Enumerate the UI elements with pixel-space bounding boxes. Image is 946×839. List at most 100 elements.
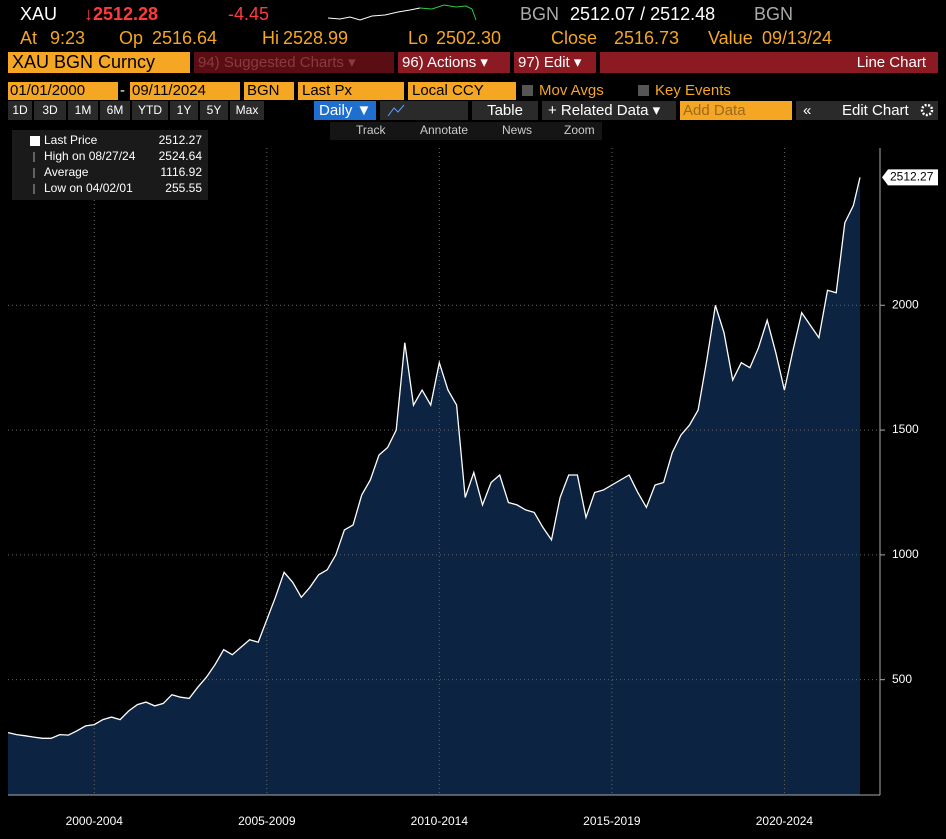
chart: 500 1000 1500 2000 2000-2004 2005-2009 2010-20… — [7, 148, 938, 828]
settings-button[interactable] — [916, 101, 938, 120]
input[interactable] — [298, 82, 404, 100]
area — [8, 177, 860, 795]
value: 2516.73 — [614, 28, 679, 48]
range-button[interactable] — [132, 101, 168, 120]
legend-items: Last Price 2512.27 High on 08/27/24 2524.64… — [30, 133, 202, 195]
source: BGN — [754, 4, 793, 24]
ticker: XAU — [20, 4, 57, 24]
security[interactable]: XAU BGN Curncy — [12, 52, 155, 72]
input[interactable] — [130, 82, 240, 100]
range-button[interactable] — [68, 101, 98, 120]
x-tick-label: 2005-2009 — [238, 814, 296, 828]
y-tick-label: 2000 — [892, 297, 919, 311]
range-label[interactable]: 1D — [12, 103, 28, 117]
source[interactable]: BGN — [247, 82, 280, 99]
tool[interactable]: Track — [356, 123, 387, 137]
button[interactable] — [542, 101, 676, 120]
label: Op — [119, 28, 143, 48]
legend-value: 2524.64 — [159, 149, 203, 163]
button[interactable] — [796, 101, 916, 120]
legend — [12, 130, 208, 200]
security-box[interactable] — [8, 52, 190, 73]
line-icon — [387, 104, 405, 117]
gear-icon — [920, 103, 934, 117]
range-button[interactable] — [170, 101, 198, 120]
checkbox[interactable] — [638, 85, 649, 96]
range-label[interactable]: 1Y — [177, 103, 192, 117]
range-label[interactable]: 5Y — [207, 103, 222, 117]
menu-label[interactable]: 97) Edit ▾ — [518, 54, 582, 71]
separator: - — [120, 82, 125, 99]
frequency-button[interactable] — [314, 101, 376, 120]
x-tick-label: 2020-2024 — [756, 814, 814, 828]
last-tag — [882, 169, 938, 186]
sparkline — [327, 7, 421, 21]
title-bar — [600, 52, 938, 73]
tools: Track Annotate News Zoom — [356, 123, 595, 137]
tool[interactable]: News — [502, 123, 532, 137]
menu-label[interactable]: 96) Actions ▾ — [402, 54, 488, 71]
currency[interactable]: Local CCY — [412, 82, 484, 99]
edit-chart[interactable]: Edit Chart — [842, 102, 910, 119]
table-button[interactable]: Table — [487, 102, 523, 119]
menu-button[interactable] — [398, 52, 510, 73]
checkbox-label[interactable]: Mov Avgs — [539, 82, 604, 99]
value: 2528.99 — [283, 28, 348, 48]
collapse[interactable]: « — [803, 102, 811, 119]
field[interactable]: Last Px — [302, 82, 353, 99]
x-tick-label: 2000-2004 — [66, 814, 124, 828]
sparkline-today — [419, 4, 477, 21]
menu-label[interactable]: 94) Suggested Charts ▾ — [198, 54, 356, 71]
legend-value: 255.55 — [165, 181, 202, 195]
value: 2516.64 — [152, 28, 217, 48]
range-label[interactable]: 6M — [107, 103, 124, 117]
value: 9:23 — [50, 28, 85, 48]
legend-label: High on 08/27/24 — [44, 149, 136, 163]
start-date[interactable]: 01/01/2000 — [10, 82, 85, 99]
label: Hi — [262, 28, 279, 48]
range-button[interactable] — [200, 101, 228, 120]
tool[interactable]: Annotate — [420, 123, 468, 137]
related-button[interactable]: + Related Data ▾ — [548, 102, 661, 119]
input[interactable] — [8, 82, 118, 100]
price-line — [7, 177, 861, 739]
tool[interactable]: Zoom — [564, 123, 595, 137]
checkbox-label[interactable]: Key Events — [655, 82, 731, 99]
add-data[interactable]: Add Data — [683, 102, 746, 119]
x-tick-label: 2010-2014 — [411, 814, 469, 828]
value: 09/13/24 — [762, 28, 832, 48]
label: Value — [708, 28, 753, 48]
end-date[interactable]: 09/11/2024 — [132, 82, 206, 99]
range-label[interactable]: 1M — [75, 103, 92, 117]
tool-bar — [330, 122, 602, 140]
range-buttons: 1D 3D 1M 6M YTD 1Y 5Y Max — [8, 101, 264, 120]
value: 2502.30 — [436, 28, 501, 48]
legend-label: Low on 04/02/01 — [44, 181, 133, 195]
range-label[interactable]: 3D — [42, 103, 58, 117]
button[interactable] — [472, 101, 538, 120]
menu-button[interactable] — [194, 52, 394, 73]
menu-button[interactable] — [514, 52, 596, 73]
y-tick-label: 1000 — [892, 547, 919, 561]
range-button[interactable] — [34, 101, 66, 120]
checkbox[interactable] — [522, 85, 533, 96]
icon-button[interactable] — [380, 101, 468, 120]
range-label[interactable]: YTD — [138, 103, 162, 117]
y-tick-label: 1500 — [892, 422, 919, 436]
legend-swatch — [30, 136, 40, 146]
last-price: ↓2512.28 — [84, 4, 158, 24]
input[interactable] — [244, 82, 294, 100]
label: Lo — [408, 28, 428, 48]
x-tick-label: 2015-2019 — [583, 814, 641, 828]
input[interactable] — [680, 101, 792, 120]
range-button[interactable] — [100, 101, 130, 120]
range-label[interactable]: Max — [236, 103, 259, 117]
frequency[interactable]: Daily ▼ — [319, 102, 371, 119]
legend-value: 2512.27 — [159, 133, 203, 147]
range-button[interactable] — [230, 101, 264, 120]
input[interactable] — [408, 82, 516, 100]
range-button[interactable] — [8, 101, 32, 120]
legend-label: Last Price — [44, 133, 98, 147]
label: At — [20, 28, 37, 48]
